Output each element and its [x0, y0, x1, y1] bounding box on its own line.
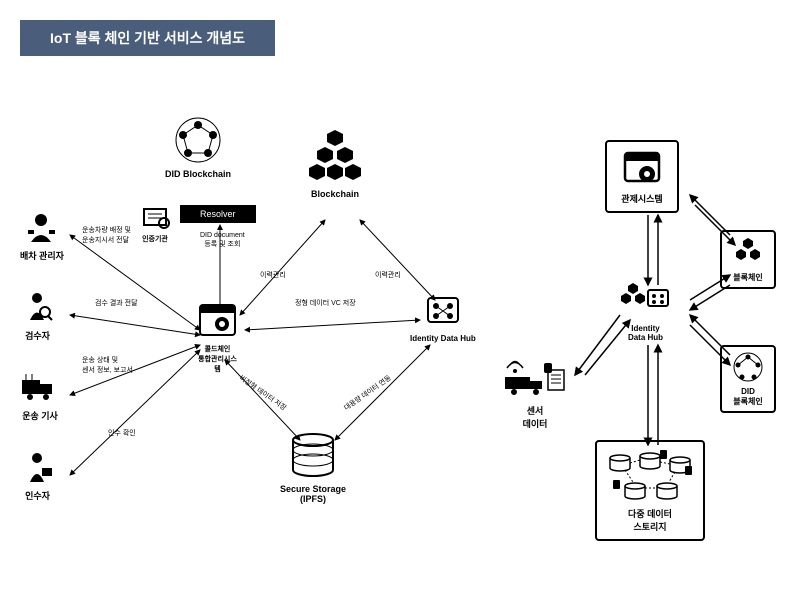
cert-authority: 인증기관 [140, 205, 170, 244]
control-system-node: 관제시스템 [605, 140, 679, 213]
edge-label-5: 이력관리 [260, 270, 286, 280]
blockchain-node: Blockchain [305, 130, 365, 199]
edge-label-1: 운송차량 배정 및 운송지시서 전달 [82, 225, 131, 245]
identity-hub-left: Identity Data Hub [410, 290, 476, 343]
edge-label-6: 이력관리 [375, 270, 401, 280]
edge-label-8: 비정형 데이터 저장 [237, 373, 288, 413]
edge-label-4: 인수 확인 [108, 428, 136, 438]
edge-label-7: 정형 데이터 VC 저장 [295, 298, 356, 308]
edge-label-9: 대용량 데이터 연동 [342, 373, 393, 413]
actor-receiver: 인수자 [20, 450, 55, 502]
actor-inspector: 검수자 [20, 290, 55, 342]
title-text: IoT 블록 체인 기반 서비스 개념도 [50, 30, 245, 46]
coldchain-system: 콜드체인 통합관리시스 템 [195, 300, 240, 374]
did-blockchain-node: DID Blockchain [165, 115, 231, 179]
edge-label-3: 운송 상태 및 센서 정보, 보고서 [82, 355, 133, 375]
edge-label-2: 검수 결과 전달 [95, 298, 138, 308]
secure-storage-node: Secure Storage (IPFS) [280, 430, 346, 504]
actor-dispatcher: 배차 관리자 [20, 210, 64, 262]
resolver-box: Resolver [180, 205, 256, 223]
multi-storage-node: 다중 데이터 스토리지 [595, 440, 705, 541]
sensor-data-node: 센서 데이터 [500, 355, 570, 430]
page-title: IoT 블록 체인 기반 서비스 개념도 [20, 20, 275, 56]
identity-hub-right: Identity Data Hub [618, 280, 673, 342]
did-doc-label: DID document 등록 및 조회 [200, 232, 245, 249]
blockchain-right: 블록체인 [720, 230, 776, 289]
actor-driver: 운송 기사 [20, 370, 60, 422]
did-blockchain-right: DID 블록체인 [720, 345, 776, 413]
